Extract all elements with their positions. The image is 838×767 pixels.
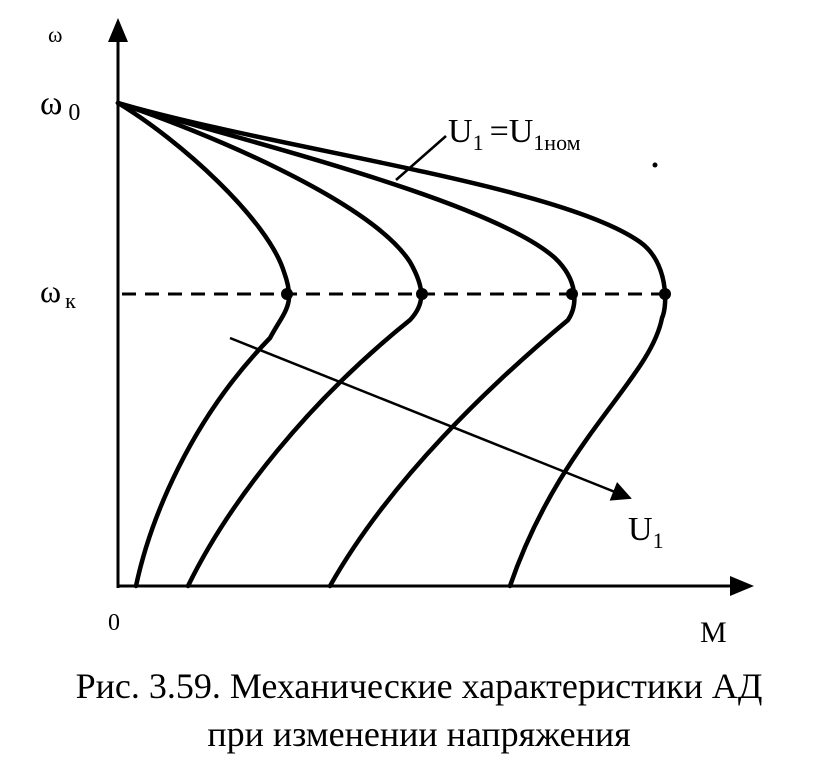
critical-point-2 <box>416 288 428 300</box>
critical-point-1 <box>281 288 293 300</box>
critical-point-3 <box>566 288 578 300</box>
figure-caption-line-1: Рис. 3.59. Механические характеристики А… <box>75 666 763 706</box>
omega-axis-arrow <box>108 18 128 42</box>
characteristic-curve-3 <box>115 100 577 589</box>
voltage-direction-arrow <box>229 336 632 501</box>
m-axis-label: M <box>700 616 727 649</box>
critical-point-4 <box>659 288 671 300</box>
nominal-voltage-label: U1 =U1ном <box>448 113 581 155</box>
omega-axis-label: ω <box>48 22 62 47</box>
m-axis-arrow <box>730 576 754 596</box>
origin-label: 0 <box>108 610 120 636</box>
characteristic-curve-1 <box>115 100 292 589</box>
characteristic-curve-nominal <box>115 100 668 589</box>
nominal-label-leader <box>395 135 447 181</box>
u1-label: U1 <box>628 511 664 553</box>
speck <box>652 162 658 168</box>
figure-caption-line-2: при изменении напряжения <box>207 714 631 754</box>
